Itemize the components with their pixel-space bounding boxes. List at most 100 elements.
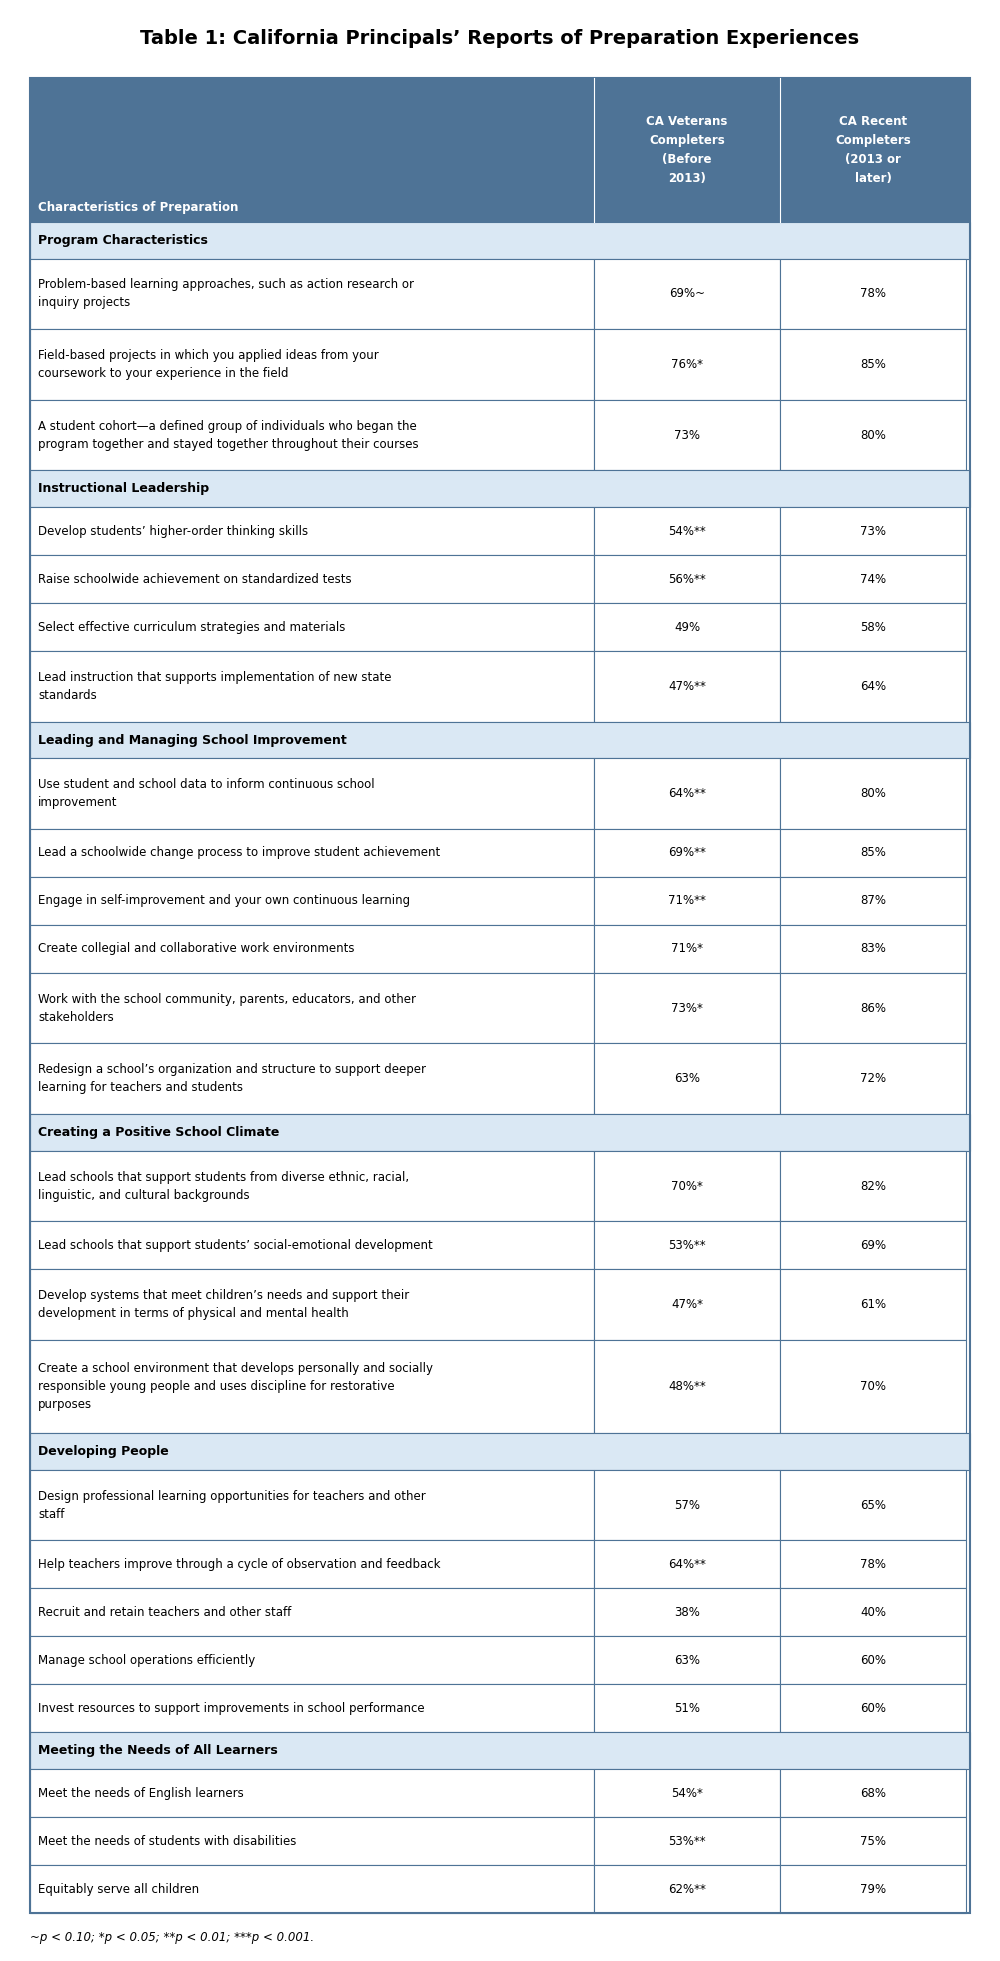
Bar [30,400,594,471]
Bar [30,471,970,508]
Text: CA Recent
Completers
(2013 or
later): CA Recent Completers (2013 or later) [835,116,911,184]
Text: 76%*: 76%* [671,359,703,371]
Bar [30,508,594,555]
Bar [780,259,966,329]
Bar [594,651,780,722]
Text: 71%**: 71%** [668,894,706,908]
Bar [780,877,966,926]
Text: ~p < 0.10; *p < 0.05; **p < 0.01; ***p < 0.001.: ~p < 0.10; *p < 0.05; **p < 0.01; ***p <… [30,1932,314,1943]
Bar [780,555,966,604]
Bar [30,1114,970,1151]
Text: Developing People: Developing People [38,1445,169,1457]
Text: 49%: 49% [674,620,700,633]
Bar [30,329,594,400]
Bar [30,651,594,722]
Text: 51%: 51% [674,1702,700,1714]
Text: Redesign a school’s organization and structure to support deeper
learning for te: Redesign a school’s organization and str… [38,1063,426,1094]
Bar [30,259,594,329]
Text: Raise schoolwide achievement on standardized tests: Raise schoolwide achievement on standard… [38,573,352,586]
Text: 70%*: 70%* [671,1181,703,1192]
Text: 73%: 73% [674,429,700,441]
Bar [594,555,780,604]
Bar [594,926,780,973]
Text: 65%: 65% [860,1498,886,1512]
Text: Lead schools that support students from diverse ethnic, racial,
linguistic, and : Lead schools that support students from … [38,1171,409,1202]
Bar [780,508,966,555]
Text: Lead schools that support students’ social-emotional development: Lead schools that support students’ soci… [38,1239,433,1251]
Bar [594,259,780,329]
Bar [30,1539,594,1588]
Bar [780,1339,966,1433]
Bar [30,604,594,651]
Bar [30,973,594,1043]
Text: CA Veterans
Completers
(Before
2013): CA Veterans Completers (Before 2013) [646,116,728,184]
Bar [594,1865,780,1914]
Bar [30,222,970,259]
Text: Engage in self-improvement and your own continuous learning: Engage in self-improvement and your own … [38,894,410,908]
Bar [780,1865,966,1914]
Bar [780,1151,966,1222]
Bar [780,1769,966,1818]
Bar [594,830,780,877]
Bar [780,1269,966,1339]
Text: Instructional Leadership: Instructional Leadership [38,482,209,496]
Text: 47%**: 47%** [668,680,706,692]
Text: Equitably serve all children: Equitably serve all children [38,1883,199,1896]
Bar [594,1769,780,1818]
Bar [30,78,970,222]
Text: 85%: 85% [860,847,886,859]
Text: 83%: 83% [860,943,886,955]
Bar [30,1433,970,1471]
Bar [30,722,970,759]
Text: Meet the needs of students with disabilities: Meet the needs of students with disabili… [38,1834,296,1847]
Text: 63%: 63% [674,1653,700,1667]
Text: Use student and school data to inform continuous school
improvement: Use student and school data to inform co… [38,779,375,810]
Text: 69%**: 69%** [668,847,706,859]
Text: 53%**: 53%** [668,1834,706,1847]
Bar [30,1339,594,1433]
Text: Lead instruction that supports implementation of new state
standards: Lead instruction that supports implement… [38,671,392,702]
Bar [30,877,594,926]
Text: 73%*: 73%* [671,1002,703,1014]
Bar [780,973,966,1043]
Text: Develop systems that meet children’s needs and support their
development in term: Develop systems that meet children’s nee… [38,1288,409,1320]
Text: 85%: 85% [860,359,886,371]
Bar [594,1539,780,1588]
Text: 71%*: 71%* [671,943,703,955]
Bar [780,1471,966,1539]
Bar [30,1818,594,1865]
Bar [780,759,966,830]
Bar [30,1222,594,1269]
Text: 54%*: 54%* [671,1786,703,1800]
Bar [30,830,594,877]
Text: 60%: 60% [860,1702,886,1714]
Text: A student cohort—a defined group of individuals who began the
program together a: A student cohort—a defined group of indi… [38,420,419,451]
Bar [594,329,780,400]
Bar [594,1818,780,1865]
Text: 57%: 57% [674,1498,700,1512]
Text: 47%*: 47%* [671,1298,703,1312]
Text: Meeting the Needs of All Learners: Meeting the Needs of All Learners [38,1743,278,1757]
Text: 87%: 87% [860,894,886,908]
Bar [30,1732,970,1769]
Text: 54%**: 54%** [668,526,706,537]
Text: 78%: 78% [860,288,886,300]
Text: 38%: 38% [674,1606,700,1620]
Bar [780,604,966,651]
Bar [780,1588,966,1635]
Bar [780,651,966,722]
Bar [594,1269,780,1339]
Bar [30,1269,594,1339]
Bar [594,1339,780,1433]
Bar [594,1471,780,1539]
Text: 64%**: 64%** [668,1557,706,1571]
Text: Recruit and retain teachers and other staff: Recruit and retain teachers and other st… [38,1606,291,1620]
Text: 70%: 70% [860,1381,886,1392]
Bar [594,759,780,830]
Bar [594,604,780,651]
Text: 74%: 74% [860,573,886,586]
Text: Create collegial and collaborative work environments: Create collegial and collaborative work … [38,943,354,955]
Text: Program Characteristics: Program Characteristics [38,233,208,247]
Text: 56%**: 56%** [668,573,706,586]
Bar [30,1151,594,1222]
